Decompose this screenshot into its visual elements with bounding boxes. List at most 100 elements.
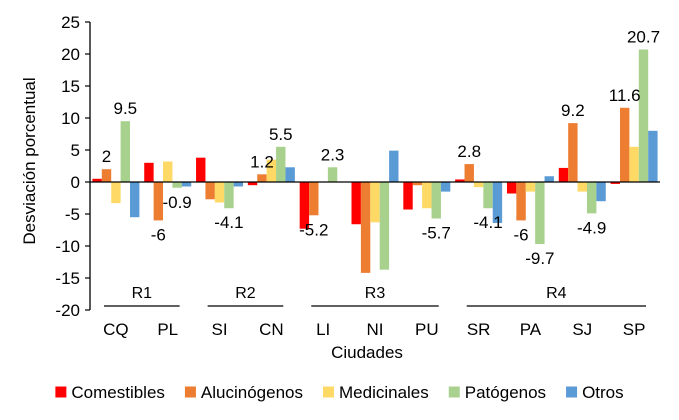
- category-label-pa: PA: [520, 320, 542, 339]
- bar-pa-medicinales: [525, 182, 536, 192]
- y-tick-label: 10: [61, 109, 80, 128]
- bar-si-otros: [233, 182, 244, 187]
- group-label-r3: R3: [365, 285, 386, 302]
- bar-pl-patogenos: [172, 182, 182, 188]
- data-labels: 2 9.5 -6 -0.9 -4.1 1.2 5.5 -5.2 2.3 -5.7 2.8 -4.1 -6…: [102, 28, 660, 269]
- legend-swatch: [448, 386, 460, 398]
- bars: [92, 49, 658, 273]
- legend-label: Medicinales: [339, 383, 429, 402]
- y-axis-title: Desviación porcentual: [20, 77, 39, 244]
- data-label: 2.3: [321, 145, 345, 164]
- bar-ni-medicinales: [370, 182, 380, 223]
- y-tick-label: -10: [55, 237, 80, 256]
- bar-si-comestibles: [196, 157, 206, 182]
- category-label-cn: CN: [259, 320, 284, 339]
- bar-cn-otros: [285, 167, 295, 182]
- category-labels: CQ PL SI CN LI NI PU SR PA SJ SP: [103, 320, 645, 339]
- data-label: 20.7: [627, 28, 660, 47]
- category-label-pu: PU: [415, 320, 439, 339]
- bar-pu-alucinogenos: [412, 182, 423, 186]
- category-label-si: SI: [212, 320, 228, 339]
- y-axis: -20 -15 -10 -5 0 5 10 15 20 25: [55, 13, 90, 320]
- legend-item-comestibles: Comestibles: [55, 383, 165, 402]
- bar-cn-alucinogenos: [257, 174, 267, 182]
- group-label-r1: R1: [132, 285, 153, 302]
- bar-sj-alucinogenos: [568, 123, 578, 182]
- legend-label: Alucinógenos: [201, 383, 303, 402]
- data-label: 5.5: [269, 125, 293, 144]
- bar-si-patogenos: [224, 182, 234, 209]
- bar-ni-patogenos: [379, 182, 390, 270]
- bar-sp-otros: [648, 130, 658, 182]
- data-label: 9.5: [113, 99, 137, 118]
- data-label: 1.2: [250, 152, 274, 171]
- legend-item-patogenos: Patógenos: [448, 383, 546, 402]
- data-label: -6: [151, 225, 166, 244]
- data-label: -0.9: [162, 193, 191, 212]
- x-axis-title: Ciudades: [331, 343, 403, 362]
- bar-cq-comestibles: [92, 178, 102, 182]
- legend-label: Otros: [582, 383, 624, 402]
- region-groups: R1 R2 R3 R4: [104, 285, 646, 307]
- group-label-r2: R2: [235, 285, 256, 302]
- bar-sp-medicinales: [629, 146, 639, 182]
- legend-swatch: [184, 386, 196, 398]
- bar-cn-medicinales: [266, 159, 277, 182]
- bar-sp-patogenos: [638, 49, 649, 182]
- data-label: 9.2: [561, 101, 585, 120]
- legend-swatch: [566, 386, 578, 398]
- data-label: -5.7: [422, 223, 451, 242]
- y-tick-label: 5: [71, 141, 80, 160]
- data-label: 2.8: [457, 142, 481, 161]
- bar-ni-otros: [389, 150, 399, 182]
- category-label-ni: NI: [367, 320, 384, 339]
- y-tick-label: -20: [55, 301, 80, 320]
- bar-si-medicinales: [214, 182, 225, 203]
- legend: Comestibles Alucinógenos Medicinales Patóge…: [55, 383, 624, 402]
- bar-ni-alucinogenos: [360, 182, 371, 273]
- bar-sr-alucinogenos: [464, 164, 474, 182]
- bar-cn-comestibles: [247, 182, 258, 186]
- bar-cn-patogenos: [276, 146, 286, 182]
- bar-pa-otros: [544, 176, 554, 182]
- bar-sr-otros: [492, 182, 503, 223]
- category-label-pl: PL: [157, 320, 178, 339]
- bar-pl-medicinales: [163, 161, 173, 182]
- bar-pa-patogenos: [535, 182, 545, 245]
- legend-label: Patógenos: [465, 383, 546, 402]
- data-label: -4.1: [473, 213, 502, 232]
- bar-si-alucinogenos: [205, 182, 215, 200]
- data-label: -5.2: [299, 220, 328, 239]
- category-label-sj: SJ: [572, 320, 592, 339]
- bar-li-comestibles: [299, 182, 310, 229]
- legend-label: Comestibles: [71, 383, 165, 402]
- y-tick-label: 20: [61, 45, 80, 64]
- category-label-sr: SR: [467, 320, 491, 339]
- group-label-r4: R4: [546, 285, 567, 302]
- legend-item-alucinogenos: Alucinógenos: [184, 383, 303, 402]
- data-label: -4.9: [577, 218, 606, 237]
- category-label-sp: SP: [623, 320, 646, 339]
- data-label: -6: [513, 225, 528, 244]
- category-label-li: LI: [316, 320, 330, 339]
- legend-item-otros: Otros: [566, 383, 624, 402]
- bar-pu-medicinales: [422, 182, 432, 209]
- bar-sr-medicinales: [473, 182, 484, 188]
- bar-sj-patogenos: [586, 182, 597, 214]
- y-tick-label: -5: [65, 205, 80, 224]
- y-tick-label: 25: [61, 13, 80, 32]
- y-tick-label: -15: [55, 269, 80, 288]
- data-label: -9.7: [525, 249, 554, 268]
- bar-sp-alucinogenos: [619, 107, 630, 182]
- bar-sj-medicinales: [577, 182, 587, 192]
- legend-swatch: [55, 386, 67, 398]
- bar-pa-alucinogenos: [516, 182, 526, 221]
- bar-sr-comestibles: [455, 179, 465, 182]
- bar-pu-otros: [440, 182, 451, 192]
- y-tick-label: 0: [71, 173, 80, 192]
- bar-li-patogenos: [327, 167, 338, 182]
- bar-cq-otros: [130, 182, 140, 218]
- bar-cq-alucinogenos: [101, 169, 112, 182]
- bar-sj-otros: [596, 182, 606, 202]
